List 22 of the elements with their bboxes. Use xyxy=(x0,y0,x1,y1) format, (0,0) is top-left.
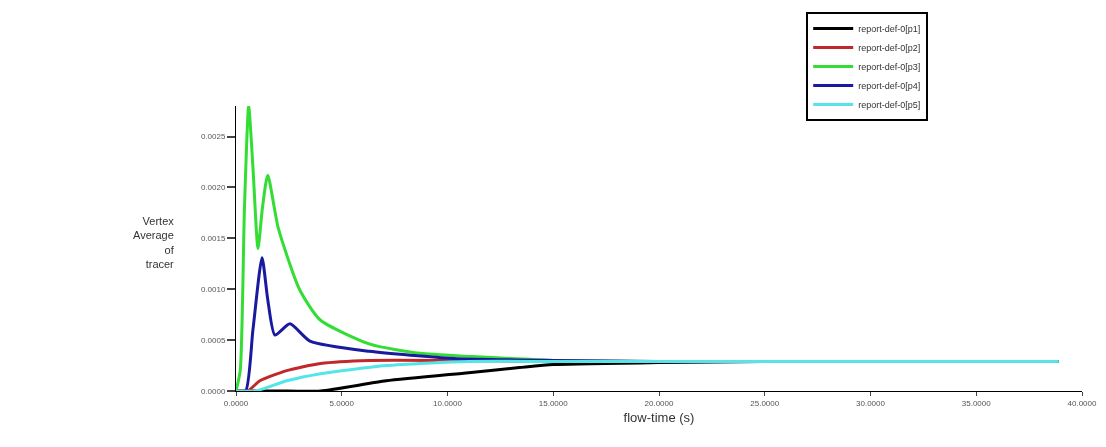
x-tick-label: 10.0000 xyxy=(433,398,463,408)
x-axis-title: flow-time (s) xyxy=(623,410,695,426)
legend-label: report-def-0[p1] xyxy=(858,23,921,34)
y-tick-label: 0.0000 xyxy=(200,386,226,396)
legend-label: report-def-0[p4] xyxy=(858,80,921,91)
x-tick-label: 30.0000 xyxy=(856,398,886,408)
legend-label: report-def-0[p5] xyxy=(858,99,921,110)
x-tick-label: 20.0000 xyxy=(644,398,675,408)
x-tick-label: 0.0000 xyxy=(223,398,249,408)
x-tick-label: 40.0000 xyxy=(1067,398,1098,408)
y-tick-label: 0.0010 xyxy=(200,285,226,295)
legend-label: report-def-0[p3] xyxy=(858,61,921,72)
y-tick-label: 0.0005 xyxy=(200,335,226,345)
y-tick-label: 0.0015 xyxy=(200,234,226,244)
x-tick-label: 35.0000 xyxy=(961,398,992,408)
y-tick-label: 0.0025 xyxy=(200,132,226,142)
x-tick-label: 25.0000 xyxy=(750,398,780,408)
x-tick-label: 5.0000 xyxy=(329,398,355,408)
y-axis-title: Vertex Average of tracer xyxy=(133,215,175,270)
y-tick-label: 0.0020 xyxy=(200,183,226,193)
legend-label: report-def-0[p2] xyxy=(858,42,921,53)
x-tick-label: 15.0000 xyxy=(538,398,569,408)
